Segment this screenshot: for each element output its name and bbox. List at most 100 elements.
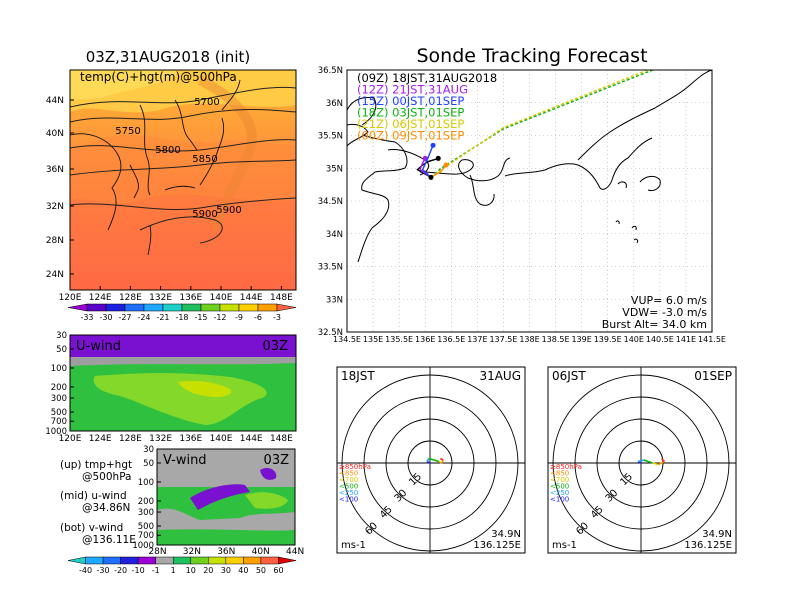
pressure-tick: 300 [51, 394, 67, 404]
u-wind-x-tick: 124E [89, 434, 112, 444]
tracking-lon-tick: 138.5E [542, 335, 570, 344]
wind-colorbar: -40 -30 -20 -10 -1 1 10 20 30 40 50 60 [67, 556, 297, 575]
pressure-tick: 50 [56, 345, 67, 355]
map-lon-tick: 120E [59, 293, 82, 303]
u-wind-x-tick: 136E [179, 434, 202, 444]
tracking-lat-tick: 36N [326, 99, 343, 109]
tracking-lat-tick: 33.5N [318, 263, 343, 273]
tracking-legend-item: (09Z) 18JST,31AUG2018 [357, 71, 497, 85]
contour-label: 5850 [192, 154, 217, 165]
burst-text: Burst Alt= 34.0 km [602, 318, 707, 331]
u-wind-x-tick: 120E [59, 434, 82, 444]
u-wind-x-tick: 132E [149, 434, 172, 444]
hodograph-unit: ms-1 [552, 540, 577, 551]
map-title: 03Z,31AUG2018 (init) [86, 48, 250, 66]
colorbar-tick: -9 [235, 313, 243, 322]
hodograph-level-label: <250 [550, 489, 569, 497]
v-wind-time: 03Z [264, 453, 290, 468]
hodograph-segment [643, 459, 649, 463]
track-series [419, 158, 432, 178]
wind-colorbar-cell [172, 556, 192, 565]
wind-colorbar-tick: 10 [186, 566, 196, 575]
map-lat-tick: 40N [46, 129, 64, 139]
map-lat-tick: 44N [46, 96, 64, 106]
pressure-tick: 1000 [132, 541, 154, 551]
hodograph-segment [434, 459, 440, 463]
tracking-coastlines [347, 70, 712, 263]
hodograph-lon: 136.125E [684, 540, 732, 551]
colorbar-cell [276, 303, 297, 312]
track-series [430, 70, 650, 178]
vup-text: VUP= 6.0 m/s [631, 294, 707, 307]
v-wind-x-ticks: 28N 32N 36N 40N 44N [148, 547, 304, 557]
pressure-tick: 200 [138, 497, 154, 507]
u-wind-x-tick: 128E [119, 434, 142, 444]
wind-colorbar-cell [225, 556, 244, 565]
hodograph-time: 18JST [341, 369, 375, 383]
contour-label: 5900 [216, 205, 241, 216]
track-endpoint [435, 155, 441, 161]
hodograph-segment [637, 459, 645, 463]
tracking-legend-item: (00Z) 09JST,01SEP [357, 129, 464, 143]
colorbar-tick: -15 [194, 313, 207, 322]
hodograph-segment [648, 460, 653, 464]
tracking-lon-tick: 137.5E [489, 335, 517, 344]
wind-colorbar-tick: -40 [79, 566, 92, 575]
hodograph-time: 06JST [552, 369, 586, 383]
wind-colorbar-cell [155, 556, 174, 565]
track-series [430, 70, 655, 178]
tracking-lon-tick: 135.5E [385, 335, 413, 344]
colorbar-tick: -18 [175, 313, 188, 322]
colorbar-cell [238, 303, 259, 312]
colorbar-tick: -30 [99, 313, 112, 322]
hodograph-level-label: <250 [339, 489, 358, 497]
track-series [430, 164, 447, 179]
tracking-lon-tick: 140E [624, 335, 644, 344]
hodograph-level-label: <850 [550, 470, 569, 478]
hodograph-segment [652, 462, 659, 466]
pressure-tick: 100 [138, 478, 154, 488]
v-wind-field [157, 449, 295, 545]
hodograph-level-label: <700 [339, 476, 358, 484]
map-lat-tick: 28N [46, 236, 64, 246]
u-wind-x-ticks: 120E 124E 128E 132E 136E 140E 144E 148E [59, 434, 294, 444]
vdw-text: VDW= -3.0 m/s [622, 306, 707, 319]
v-wind-x-tick: 44N [286, 547, 304, 557]
tracking-lat-tick: 35N [326, 164, 343, 174]
wind-colorbar-cell [85, 556, 104, 565]
pressure-tick: 30 [56, 331, 67, 341]
u-wind-x-tick: 140E [210, 434, 233, 444]
track-endpoint [430, 142, 436, 148]
hodograph-level-label: <500 [550, 483, 569, 491]
track-endpoint [443, 162, 449, 168]
colorbar-tick: -27 [118, 313, 131, 322]
wind-colorbar-tick: -20 [114, 566, 127, 575]
tracking-legend: (09Z) 18JST,31AUG2018(12Z) 21JST,31AUG(1… [357, 71, 497, 143]
launch-params: VUP= 6.0 m/s VDW= -3.0 m/s Burst Alt= 34… [602, 294, 708, 331]
legend-mid-1: (mid) u-wind [60, 490, 127, 502]
track-series [421, 145, 434, 178]
hodograph-level-label: <100 [339, 496, 358, 504]
map-lon-tick: 128E [119, 293, 142, 303]
tracking-lat-ticks: 36.5N 36N 35.5N 35N 34.5N 34N 33.5N 33N 32.5N [318, 66, 343, 338]
wind-colorbar-tick: 50 [256, 566, 266, 575]
v-wind-x-tick: 28N [148, 547, 166, 557]
tracking-lon-tick: 140.5E [646, 335, 674, 344]
legend-bot-1: (bot) v-wind [60, 522, 123, 534]
map-lon-tick: 140E [210, 293, 233, 303]
v-wind-x-tick: 36N [217, 547, 235, 557]
tracking-lon-tick: 141E [676, 335, 696, 344]
wind-colorbar-tick: 40 [238, 566, 248, 575]
colorbar-cell [200, 303, 221, 312]
hodograph-level-label: ≥850hPa [339, 463, 371, 471]
wind-colorbar-tick: 30 [221, 566, 231, 575]
u-wind-field [70, 335, 296, 431]
tracking-lat-tick: 36.5N [318, 66, 343, 76]
colorbar-tick: -12 [213, 313, 226, 322]
tracking-lat-tick: 35.5N [318, 132, 343, 142]
hodograph-level-label: ≥850hPa [550, 463, 582, 471]
hodograph-segment [660, 458, 666, 463]
